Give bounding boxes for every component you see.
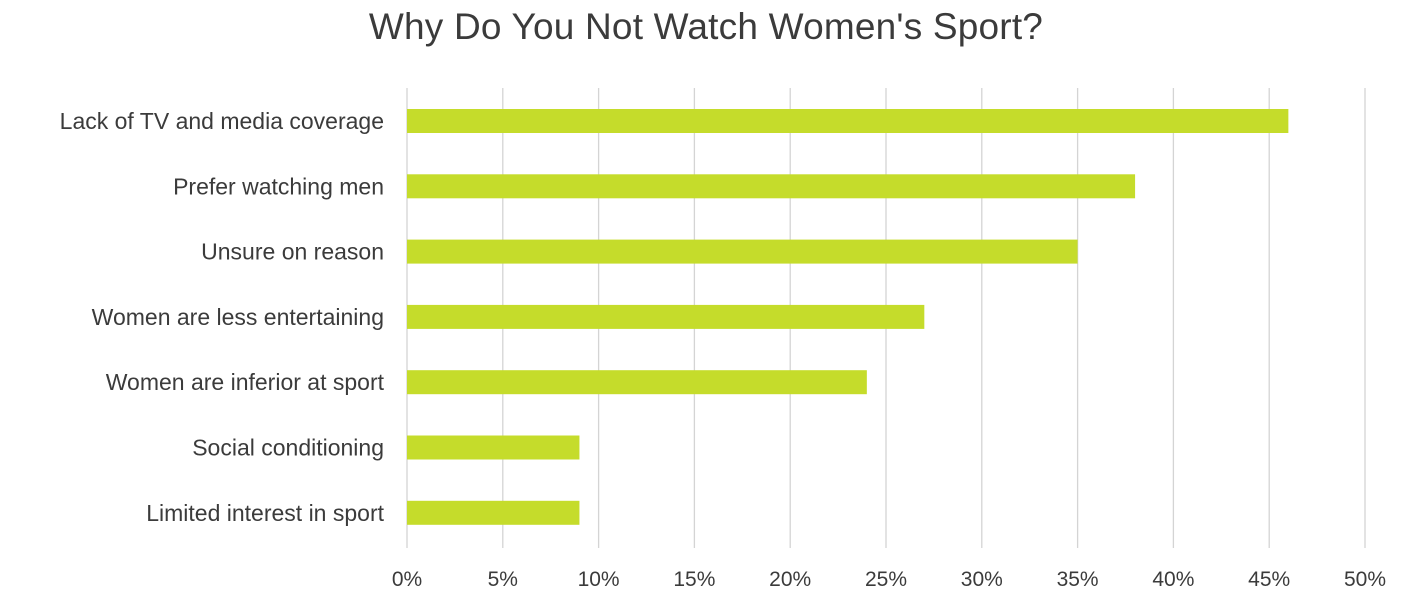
x-tick-label: 20% [769, 568, 811, 590]
bar [407, 109, 1289, 133]
category-label: Women are inferior at sport [106, 369, 385, 395]
x-tick-label: 5% [488, 568, 518, 590]
bar [407, 370, 867, 395]
chart-title: Why Do You Not Watch Women's Sport? [368, 6, 1044, 47]
x-tick-label: 10% [578, 568, 620, 590]
bar [407, 239, 1078, 264]
category-label: Limited interest in sport [146, 500, 384, 526]
x-tick-label: 40% [1152, 568, 1194, 590]
x-tick-label: 35% [1057, 568, 1099, 590]
category-label: Women are less entertaining [92, 304, 384, 330]
category-label: Unsure on reason [201, 239, 384, 265]
x-tick-label: 0% [392, 568, 422, 590]
category-label: Lack of TV and media coverage [60, 108, 384, 134]
x-tick-label: 15% [673, 568, 715, 590]
bar [407, 500, 580, 525]
x-tick-label: 45% [1248, 568, 1290, 590]
x-tick-label: 30% [961, 568, 1003, 590]
x-tick-label: 50% [1344, 568, 1386, 590]
bar [407, 174, 1136, 199]
category-label: Social conditioning [192, 435, 384, 461]
bar [407, 435, 580, 460]
bar [407, 304, 925, 329]
x-tick-label: 25% [865, 568, 907, 590]
category-label: Prefer watching men [173, 173, 384, 199]
